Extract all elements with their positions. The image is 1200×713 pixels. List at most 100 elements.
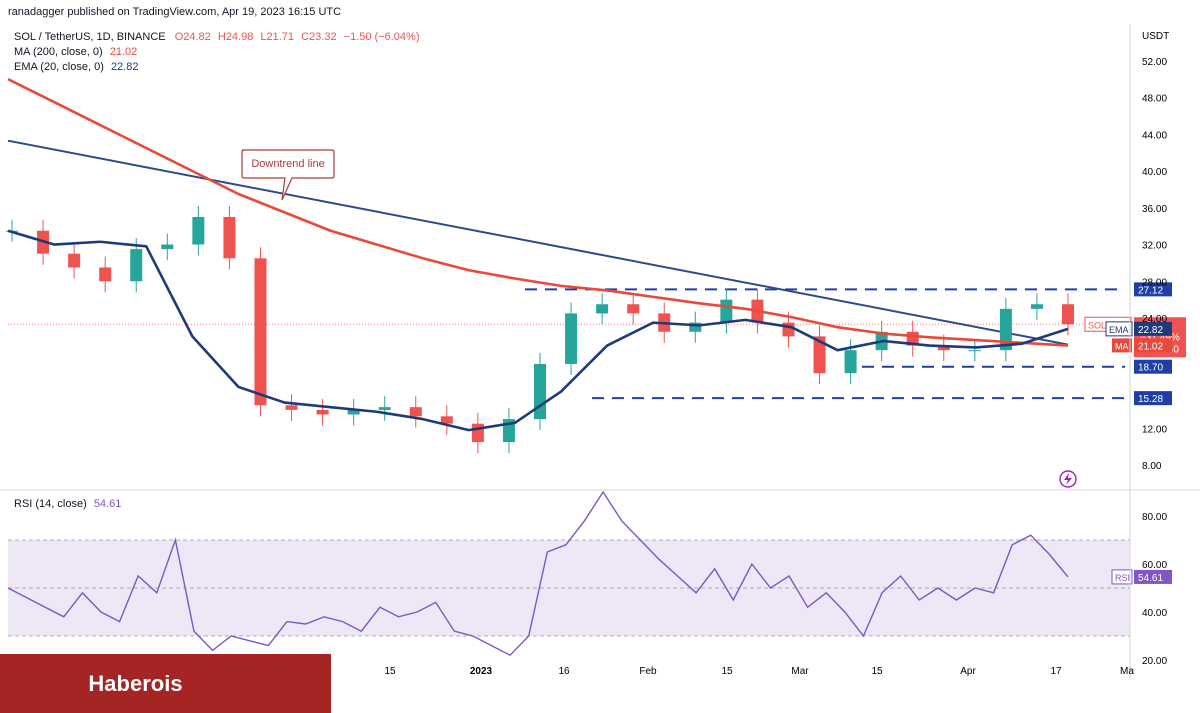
ema20-line [7,229,1069,432]
price-tick-label: 12.00 [1142,424,1167,435]
candle-body [968,350,981,352]
annotation-text: Downtrend line [251,158,324,170]
publisher-text: ranadagger published on TradingView.com,… [8,6,342,18]
rsi-value: 54.61 [93,498,122,510]
ohlc-high: H24.98 [217,31,254,43]
ema-legend: EMA (20, close, 0) 22.82 [14,61,138,73]
ema-value: 22.82 [110,61,139,73]
brand-banner: Haberois [0,654,331,713]
price-tick-label: 48.00 [1142,94,1167,105]
rsi-tick-label: 80.00 [1142,512,1167,523]
time-tick-label: Mar [791,666,809,677]
ema-badge [1134,321,1172,336]
level-badge-label: 18.70 [1138,363,1163,374]
candle-body [99,267,112,282]
candle-body [1030,304,1043,309]
time-axis: 15 2023 16 Feb 15 Mar 15 Apr 17 Ma [384,666,1134,677]
rsi-value-badge [1134,569,1172,584]
ohlc-open: O24.82 [174,31,211,43]
price-badge-label: −31.49% [1140,332,1180,343]
candle-body [596,304,609,314]
candle-body [161,244,174,250]
candle-body [378,407,391,410]
price-tick-label: 24.00 [1142,314,1167,325]
candle-body [813,336,826,374]
support-resistance-levels: 27.1218.7015.28SOLUSDT23.32−31.49%07:44:… [8,282,1186,406]
time-tick-label: 15 [871,666,883,677]
ma-tag [1112,338,1132,353]
time-tick-label: 16 [558,666,570,677]
ma-value: 21.02 [109,46,138,58]
downtrend-annotation: Downtrend line [241,149,335,201]
price-tick-label: 52.00 [1142,57,1167,68]
candle-body [1062,304,1074,325]
annotation-callout [241,149,335,201]
candle-body [130,249,143,282]
candle-body [720,299,733,323]
rsi-badge-label: RSI [1115,573,1130,583]
rsi-tick-label: 20.00 [1142,656,1167,667]
ma200-line [7,77,1069,347]
level-badge [1134,282,1172,297]
ema-badge-label: 22.82 [1138,325,1163,336]
candle-body [68,253,81,268]
ema-label: EMA (20, close, 0) [14,61,104,73]
level-badge [1134,359,1172,374]
price-tick-label: 8.00 [1142,461,1162,472]
candle-body [440,416,453,424]
price-tick-label: 40.00 [1142,167,1167,178]
ma-tag-label: MA [1115,341,1129,351]
lightning-icon[interactable] [1059,470,1077,488]
ohlc-values: O24.82 H24.98 L21.71 C23.32 −1.50 (−6.04… [175,31,424,43]
candle-body [689,322,702,332]
ohlc-change: −1.50 (−6.04%) [343,31,420,43]
rsi-label: RSI (14, close) [14,498,87,510]
level-badge-label: 27.12 [1138,285,1163,296]
time-tick-label: Feb [639,666,657,677]
symbol-title: SOL / TetherUS, 1D, BINANCE [14,31,166,43]
time-tick-label: Ma [1120,666,1134,677]
ma-badge [1134,338,1172,353]
price-axis: USDT 8.00 12.00 24.00 28.00 32.00 36.00 40.00 44… [1129,24,1169,680]
candle-body [316,409,329,415]
ema20-path [7,229,1069,432]
candle-body [844,350,857,374]
candle-body [471,423,484,443]
ema-tag [1105,321,1133,337]
candle-body [254,258,267,406]
trendline [7,139,1069,346]
rsi-badge [1111,569,1133,585]
candle-body [409,407,422,417]
ma-legend: MA (200, close, 0) 21.02 [14,46,137,58]
downtrend-line [7,139,1069,346]
candles [6,205,1074,454]
price-tick-label: 32.00 [1142,241,1167,252]
ohlc-low: L21.71 [260,31,295,43]
candle-body [782,322,795,337]
rsi-panel: 20.00 40.00 60.00 80.00 RSI 54.61 [7,490,1172,667]
ohlc-close: C23.32 [301,31,337,43]
rsi-tick-label: 40.00 [1142,608,1167,619]
symbol-legend: SOL / TetherUS, 1D, BINANCE O24.82 H24.9… [14,31,424,43]
candle-body [534,363,546,420]
time-tick-label: 2023 [470,666,493,677]
rsi-line [7,490,1069,657]
time-tick-label: Apr [960,666,976,677]
candle-body [192,216,205,245]
rsi-value-badge-label: 54.61 [1138,573,1163,584]
level-badge [1134,391,1172,406]
ma200-path [7,77,1069,347]
rsi-tick-label: 60.00 [1142,560,1167,571]
candle-body [223,216,236,259]
price-tick-label: 28.00 [1142,277,1167,288]
brand-name: Haberois [88,670,183,696]
axis-unit: USDT [1142,31,1169,42]
candle-body [937,345,950,351]
candle-body [285,405,298,410]
ma-badge-label: 21.02 [1138,341,1163,352]
rsi-legend: RSI (14, close) 54.61 [14,498,121,510]
price-tick-label: 36.00 [1142,204,1167,215]
time-tick-label: 17 [1050,666,1062,677]
candle-body [627,304,640,314]
